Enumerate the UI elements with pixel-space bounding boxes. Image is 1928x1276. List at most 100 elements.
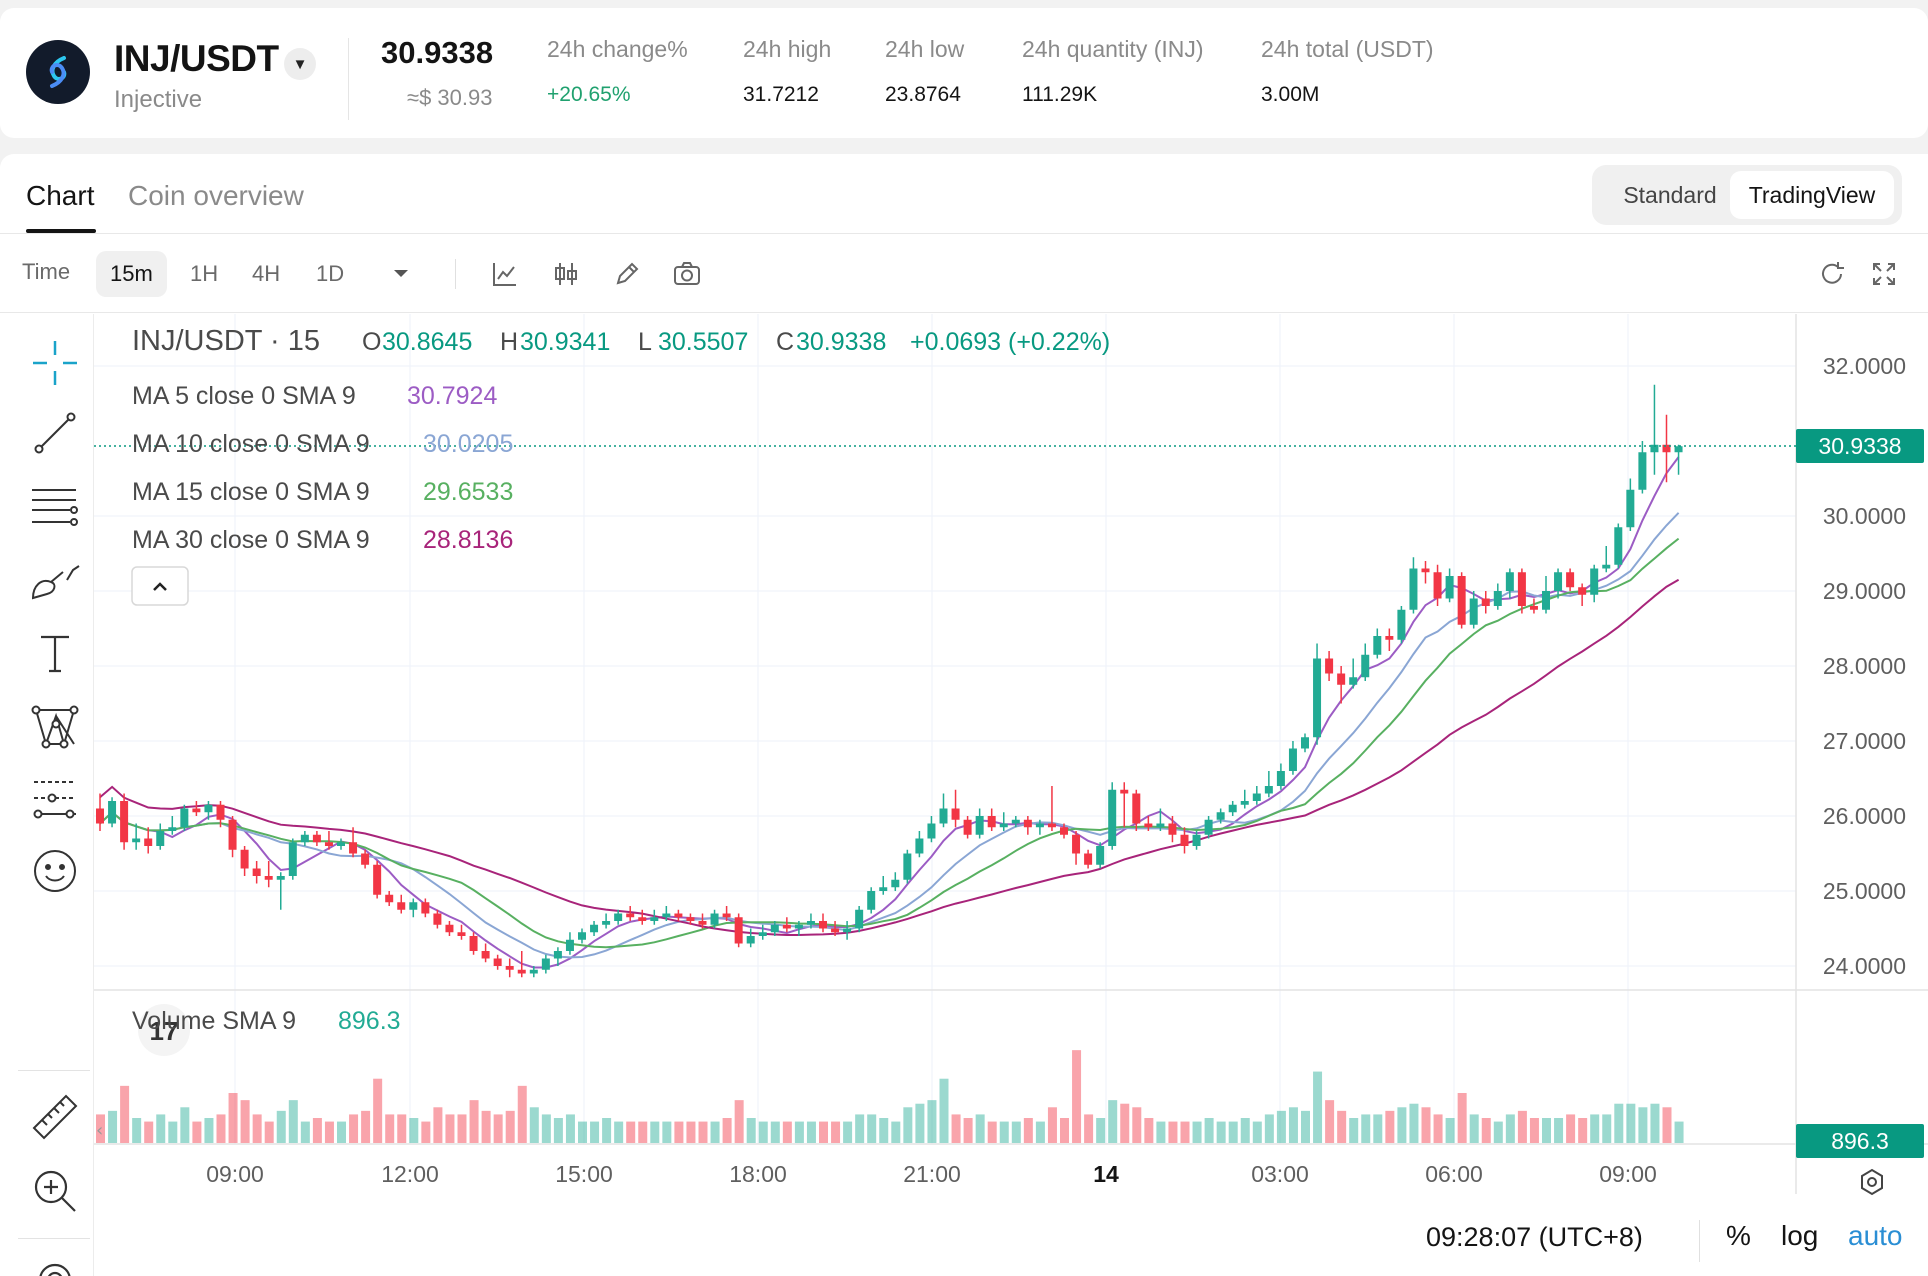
candlestick-type-icon[interactable] bbox=[549, 257, 583, 291]
candle-body bbox=[782, 924, 791, 929]
volume-bar bbox=[397, 1114, 407, 1143]
timeframe-1d-button[interactable]: 1D bbox=[316, 261, 345, 286]
timeframe-4h-button[interactable]: 4H bbox=[252, 261, 281, 286]
candle-body bbox=[758, 932, 767, 936]
legend-symbol: INJ/USDT · 15 bbox=[132, 325, 320, 357]
candle-body bbox=[385, 894, 394, 903]
reset-refresh-icon[interactable] bbox=[1815, 257, 1849, 291]
candle-body bbox=[1120, 789, 1129, 794]
tab-chart[interactable]: Chart bbox=[26, 180, 95, 211]
candle-body bbox=[180, 808, 189, 828]
candle-body bbox=[1313, 658, 1322, 738]
candle-body bbox=[1409, 568, 1418, 610]
volume-bar bbox=[1240, 1118, 1250, 1143]
zoom-in-icon[interactable] bbox=[26, 1162, 84, 1220]
price-chart[interactable]: 30.9338 896.3 32.0000 30.0000 29.0000 28.0000… bbox=[94, 314, 1928, 1276]
crosshair-icon[interactable] bbox=[26, 334, 84, 392]
screenshot-camera-icon[interactable] bbox=[670, 257, 704, 291]
volume-bar bbox=[831, 1121, 841, 1143]
volume-bar bbox=[927, 1100, 937, 1143]
fiat-price: ≈$ 30.93 bbox=[407, 85, 493, 110]
percent-scale-button[interactable]: % bbox=[1726, 1220, 1751, 1251]
timeframe-1h-button[interactable]: 1H bbox=[190, 261, 219, 286]
legend-collapse-button[interactable] bbox=[131, 566, 189, 606]
volume-bar bbox=[1072, 1050, 1082, 1143]
candle-body bbox=[638, 917, 647, 921]
timeframe-15m-button[interactable]: 15m bbox=[96, 251, 167, 297]
text-tool-icon[interactable] bbox=[26, 624, 84, 682]
candle-body bbox=[662, 913, 671, 918]
volume-bar bbox=[1349, 1118, 1359, 1143]
legend-ohlc-value: 30.9341 bbox=[520, 328, 610, 356]
candle-body bbox=[505, 966, 514, 970]
volume-bar bbox=[1180, 1121, 1190, 1143]
volume-bar bbox=[421, 1121, 431, 1143]
auto-scale-button[interactable]: auto bbox=[1848, 1220, 1903, 1251]
candle-body bbox=[1228, 804, 1237, 813]
volume-bar bbox=[867, 1114, 877, 1143]
volume-bar bbox=[1313, 1071, 1323, 1143]
candle-body bbox=[746, 936, 755, 944]
timeframe-dropdown-chevron-icon[interactable] bbox=[384, 257, 418, 291]
tab-coin-overview[interactable]: Coin overview bbox=[128, 180, 304, 211]
candle-body bbox=[1662, 444, 1671, 453]
volume-bar bbox=[264, 1121, 274, 1143]
candle-body bbox=[855, 909, 864, 929]
ruler-measure-icon[interactable] bbox=[26, 1088, 84, 1146]
ma-line-30 bbox=[99, 578, 1680, 936]
stat-label: 24h quantity (INJ) bbox=[1022, 36, 1204, 62]
indicators-chart-icon[interactable] bbox=[488, 257, 522, 291]
volume-bar bbox=[457, 1114, 467, 1143]
candle-body bbox=[517, 969, 526, 974]
volume-bar bbox=[1023, 1118, 1033, 1143]
volume-bar bbox=[782, 1121, 792, 1143]
volume-bar bbox=[132, 1118, 142, 1143]
measure-projection-icon[interactable] bbox=[26, 770, 84, 828]
stat-label: 24h low bbox=[885, 36, 965, 62]
volume-bar bbox=[1590, 1114, 1600, 1143]
time-label: Time bbox=[22, 259, 71, 284]
volume-bar bbox=[565, 1114, 575, 1143]
volume-bar bbox=[1457, 1093, 1467, 1143]
pattern-tool-icon[interactable] bbox=[26, 698, 84, 756]
stat-24h-quantity: 24h quantity (INJ) 111.29K bbox=[1022, 36, 1204, 107]
candle-body bbox=[867, 891, 876, 910]
candle-body bbox=[1108, 789, 1117, 846]
chart-settings-icon[interactable] bbox=[1861, 1168, 1883, 1196]
volume-bar bbox=[614, 1121, 624, 1143]
candle-body bbox=[698, 921, 707, 925]
candle-body bbox=[1674, 446, 1683, 453]
volume-bar bbox=[312, 1118, 322, 1143]
view-tradingview-button[interactable]: TradingView bbox=[1730, 171, 1894, 219]
emoji-sticker-icon[interactable] bbox=[26, 842, 84, 900]
volume-bar bbox=[1288, 1107, 1298, 1143]
ma-line-15 bbox=[99, 537, 1680, 949]
volume-bar bbox=[1373, 1114, 1383, 1143]
pair-dropdown-chevron-icon[interactable]: ▼ bbox=[284, 48, 316, 80]
candle-body bbox=[843, 928, 852, 933]
candle-body bbox=[1240, 801, 1249, 805]
drawing-pencil-icon[interactable] bbox=[610, 257, 644, 291]
candle-body bbox=[939, 808, 948, 824]
magnet-icon[interactable] bbox=[26, 1254, 84, 1276]
volume-bar bbox=[590, 1121, 600, 1143]
volume-bar bbox=[806, 1121, 816, 1143]
fullscreen-expand-icon[interactable] bbox=[1867, 257, 1901, 291]
fib-lines-icon[interactable] bbox=[26, 478, 84, 536]
volume-bar bbox=[819, 1121, 828, 1143]
brush-icon[interactable] bbox=[26, 552, 84, 610]
pair-title: INJ/USDT bbox=[114, 38, 279, 79]
candle-body bbox=[553, 951, 562, 959]
volume-bar bbox=[1554, 1118, 1564, 1143]
last-volume-tag bbox=[1796, 1124, 1924, 1158]
log-scale-button[interactable]: log bbox=[1781, 1220, 1819, 1251]
volume-bar bbox=[1505, 1114, 1515, 1143]
volume-bar bbox=[1578, 1118, 1588, 1143]
legend-ohlc-value: 30.5507 bbox=[658, 328, 748, 356]
trend-line-icon[interactable] bbox=[26, 404, 84, 462]
chart-toolbar: Time 15m 1H 4H 1D bbox=[0, 235, 1928, 313]
view-standard-button[interactable]: Standard bbox=[1623, 182, 1717, 208]
candle-body bbox=[144, 838, 153, 846]
candle-body bbox=[1047, 823, 1056, 828]
volume-bar bbox=[903, 1107, 913, 1143]
